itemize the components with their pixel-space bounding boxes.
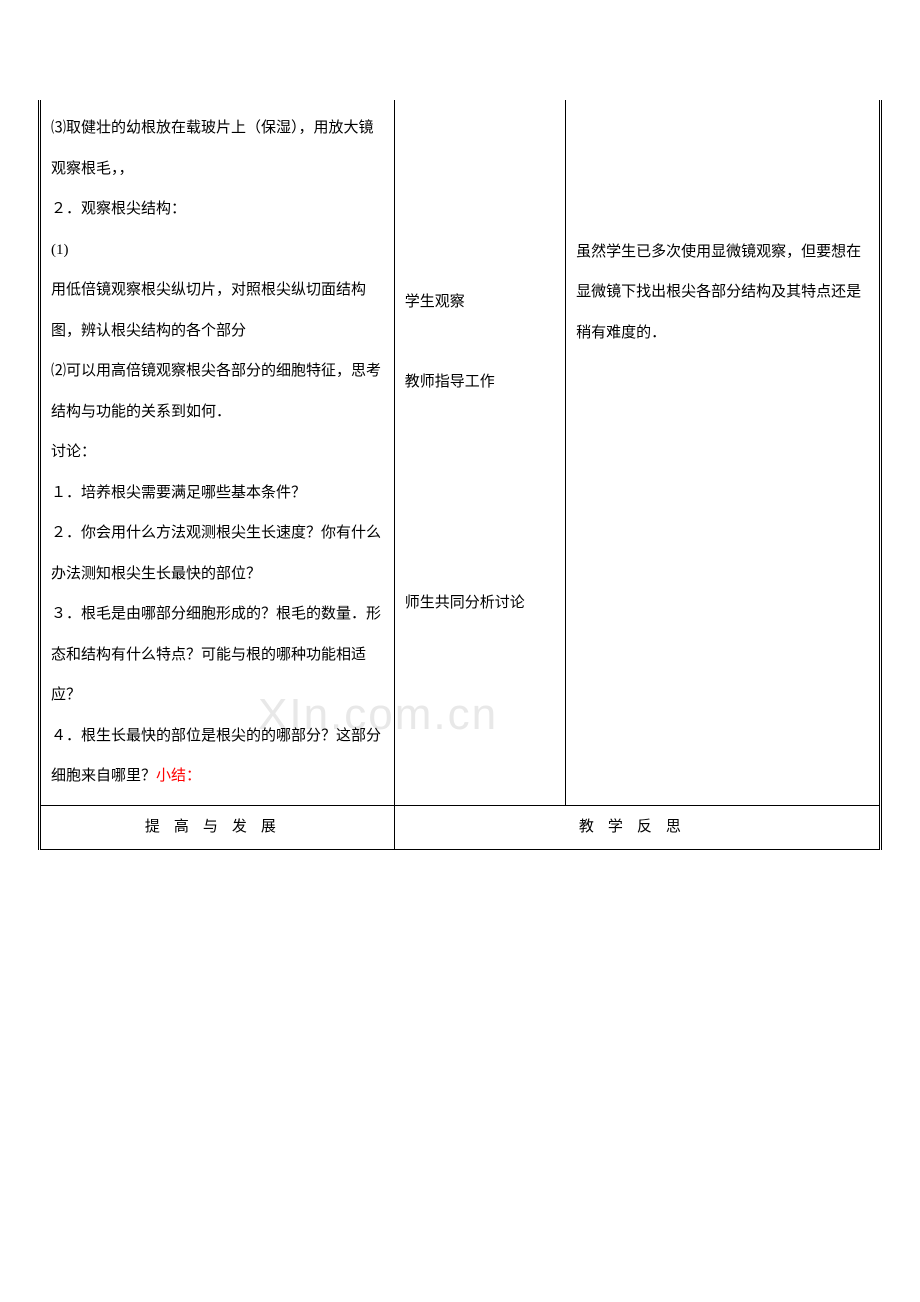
notes-cell: 虽然学生已多次使用显微镜观察，但要想在显微镜下找出根尖各部分结构及其特点还是稍有… [566, 100, 881, 805]
header-row: 提高与发展 教学反思 [40, 805, 881, 849]
main-table: ⑶取健壮的幼根放在载玻片上（保湿），用放大镜观察根毛，， ２．观察根尖结构： (… [38, 100, 882, 850]
procedure-line10a: ４．根生长最快的部位是根尖的的哪部分？这部分细胞来自哪里？ [51, 728, 381, 785]
activity-line1: 学生观察 [405, 282, 555, 323]
procedure-line5: ⑵可以用高倍镜观察根尖各部分的细胞特征，思考结构与功能的关系到如何． [51, 351, 384, 432]
procedure-line3: (1) [51, 230, 384, 271]
reflection-header: 教学反思 [394, 805, 880, 849]
content-wrapper: XIn.com.cn ⑶取健壮的幼根放在载玻片上（保湿），用放大镜观察根毛，， … [38, 100, 882, 850]
content-row: ⑶取健壮的幼根放在载玻片上（保湿），用放大镜观察根毛，， ２．观察根尖结构： (… [40, 100, 881, 805]
notes-text: 虽然学生已多次使用显微镜观察，但要想在显微镜下找出根尖各部分结构及其特点还是稍有… [576, 232, 869, 354]
procedure-line1: ⑶取健壮的幼根放在载玻片上（保湿），用放大镜观察根毛，， [51, 108, 384, 189]
procedure-line10: ４．根生长最快的部位是根尖的的哪部分？这部分细胞来自哪里？小结： [51, 716, 384, 797]
procedure-line9: ３．根毛是由哪部分细胞形成的？根毛的数量．形态和结构有什么特点？可能与根的哪种功… [51, 594, 384, 716]
procedure-cell: ⑶取健壮的幼根放在载玻片上（保湿），用放大镜观察根毛，， ２．观察根尖结构： (… [40, 100, 395, 805]
procedure-line2: ２．观察根尖结构： [51, 189, 384, 230]
improvement-header: 提高与发展 [40, 805, 395, 849]
procedure-line6: 讨论： [51, 432, 384, 473]
activity-line3: 师生共同分析讨论 [405, 583, 555, 624]
procedure-line7: １．培养根尖需要满足哪些基本条件？ [51, 473, 384, 514]
procedure-line4: 用低倍镜观察根尖纵切片，对照根尖纵切面结构图，辨认根尖结构的各个部分 [51, 270, 384, 351]
activity-line2: 教师指导工作 [405, 362, 555, 403]
procedure-line8: ２．你会用什么方法观测根尖生长速度？你有什么办法测知根尖生长最快的部位？ [51, 513, 384, 594]
activity-cell: 学生观察 教师指导工作 师生共同分析讨论 [394, 100, 565, 805]
table-container: ⑶取健壮的幼根放在载玻片上（保湿），用放大镜观察根毛，， ２．观察根尖结构： (… [38, 100, 882, 850]
summary-label: 小结： [156, 768, 201, 784]
